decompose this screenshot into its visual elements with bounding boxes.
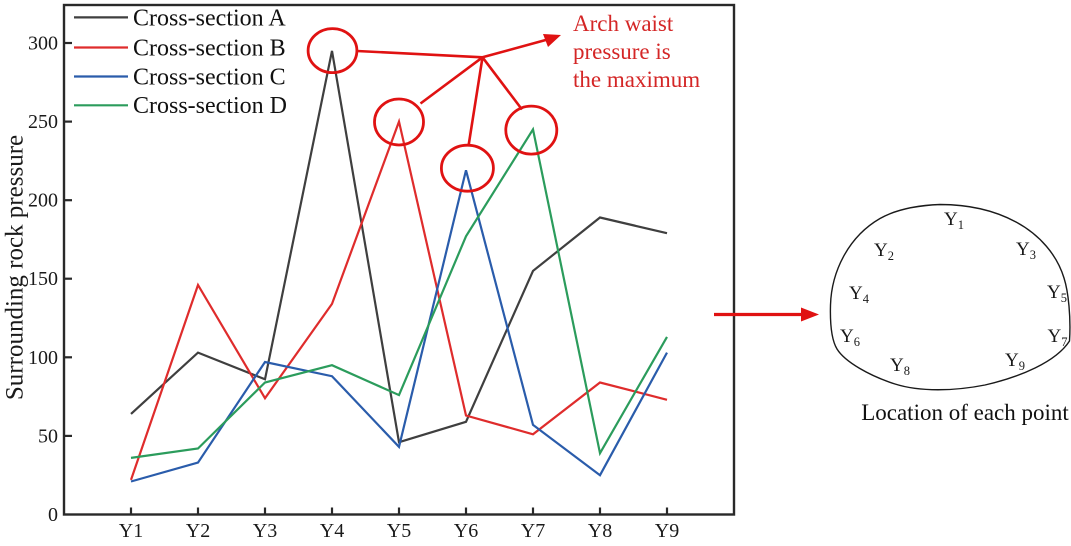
svg-text:Arch waist: Arch waist xyxy=(573,11,674,36)
svg-text:Surrounding rock pressure: Surrounding rock pressure xyxy=(2,135,29,400)
svg-text:100: 100 xyxy=(28,347,58,369)
svg-text:the maximum: the maximum xyxy=(573,67,700,92)
svg-text:250: 250 xyxy=(28,111,58,133)
svg-text:150: 150 xyxy=(28,268,58,290)
svg-text:300: 300 xyxy=(28,33,58,55)
svg-text:Y2: Y2 xyxy=(186,520,210,541)
svg-text:Y6: Y6 xyxy=(454,520,478,541)
svg-text:Y4: Y4 xyxy=(320,520,344,541)
svg-text:Y9: Y9 xyxy=(655,520,679,541)
svg-text:Cross-section D: Cross-section D xyxy=(133,93,287,119)
svg-text:Location of each point: Location of each point xyxy=(861,400,1069,425)
svg-text:0: 0 xyxy=(48,504,58,526)
svg-text:pressure is: pressure is xyxy=(573,39,671,64)
svg-text:Cross-section B: Cross-section B xyxy=(133,35,286,61)
svg-text:Y3: Y3 xyxy=(253,520,277,541)
svg-text:Cross-section A: Cross-section A xyxy=(133,5,286,31)
svg-text:Y5: Y5 xyxy=(387,520,411,541)
svg-text:Y1: Y1 xyxy=(119,520,143,541)
svg-text:200: 200 xyxy=(28,190,58,212)
svg-text:Y8: Y8 xyxy=(588,520,612,541)
svg-text:50: 50 xyxy=(38,425,58,447)
svg-text:Cross-section C: Cross-section C xyxy=(133,64,286,90)
svg-text:Y7: Y7 xyxy=(521,520,545,541)
